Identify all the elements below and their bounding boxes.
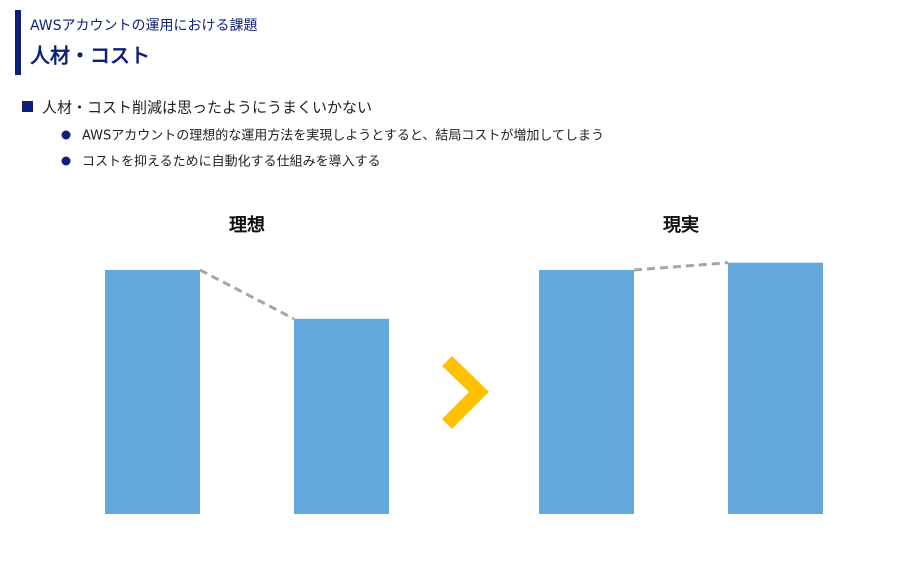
bullet-text: 人材・コスト削減は思ったようにうまくいかない [42,99,372,117]
bar [539,270,634,514]
header-bar [15,10,21,75]
bar [105,270,200,514]
bullet-square [22,101,33,112]
chart-title: 現実 [663,214,699,236]
bullet-dot [61,156,71,166]
arrow-chevron [442,355,489,429]
connector-line [199,268,295,321]
bullet-dot [61,130,71,140]
bar [728,262,823,514]
connector-line [633,261,729,272]
slide-subtitle: AWSアカウントの運用における課題 [30,18,258,34]
bar [294,318,389,514]
sub-bullet-text: コストを抑えるために自動化する仕組みを導入する [82,155,381,170]
chart-title: 理想 [229,214,265,236]
sub-bullet-text: AWSアカウントの理想的な運用方法を実現しようとすると、結局コストが増加してしま… [82,128,604,144]
slide-title: 人材・コスト [30,44,150,68]
